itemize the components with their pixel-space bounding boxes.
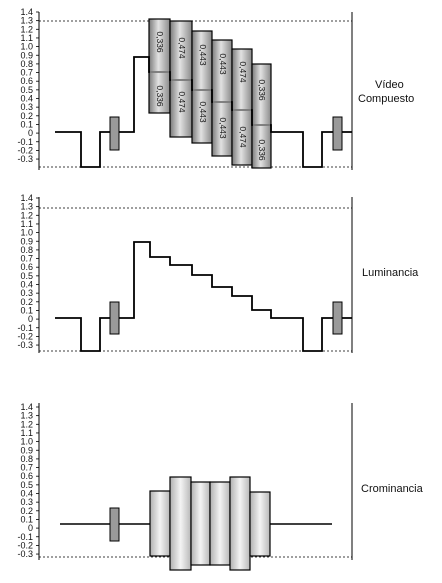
y-tick-label: 1.1 xyxy=(20,33,33,43)
y-tick-label: 0.5 xyxy=(20,85,33,95)
luma-level-marks xyxy=(150,71,270,126)
y-axis-ticks-panel-1: 1.41.31.21.11.00.90.80.70.60.50.40.30.20… xyxy=(17,7,39,164)
block-value-5-top: 0,474 xyxy=(238,61,248,83)
chroma-blocks-panel-1 xyxy=(148,18,272,169)
y-tick-label: 1.2 xyxy=(20,419,33,429)
panel-label-crominancia: Crominancia xyxy=(361,483,424,495)
panel-label-luminancia: Luminancia xyxy=(362,267,419,279)
y-tick-label: 0.9 xyxy=(20,445,33,455)
block-value-4-top: 0,443 xyxy=(218,53,228,75)
panel-video-compuesto: 1.41.31.21.11.00.90.80.70.60.50.40.30.20… xyxy=(17,7,414,170)
y-tick-label: 0.7 xyxy=(20,463,33,473)
y-tick-label: -0.3 xyxy=(17,340,33,350)
block-value-4-bottom: 0,443 xyxy=(218,117,228,139)
composite-waveform-line xyxy=(55,56,352,168)
y-tick-label: 1.3 xyxy=(20,16,33,26)
y-tick-label: 1.0 xyxy=(20,42,33,52)
y-tick-label: 1.4 xyxy=(20,7,33,17)
y-tick-label: -0.3 xyxy=(17,549,33,559)
block-value-1-bottom: 0,336 xyxy=(155,85,165,107)
y-tick-label: -0.2 xyxy=(17,145,33,155)
chroma-block-6 xyxy=(249,491,271,557)
y-tick-label: 0.3 xyxy=(20,288,33,298)
color-burst-left xyxy=(109,507,120,542)
y-tick-label: 0.6 xyxy=(20,76,33,86)
y-tick-label: 1.3 xyxy=(20,411,33,421)
y-tick-label: 1.3 xyxy=(20,202,33,212)
y-tick-label: 1.2 xyxy=(20,210,33,220)
y-tick-label: 1.1 xyxy=(20,219,33,229)
luminance-waveform-line xyxy=(55,241,352,352)
y-tick-label: 0.2 xyxy=(20,111,33,121)
panel-label-video-compuesto-line-2: Compuesto xyxy=(358,93,414,105)
y-tick-label: 1.4 xyxy=(20,193,33,203)
y-tick-label: 0.1 xyxy=(20,119,33,129)
y-tick-label: 0 xyxy=(28,314,33,324)
block-value-1-top: 0,336 xyxy=(155,31,165,53)
y-tick-label: -0.1 xyxy=(17,137,33,147)
y-tick-label: -0.2 xyxy=(17,540,33,550)
block-value-2-bottom: 0,474 xyxy=(177,91,187,113)
block-value-3-top: 0,443 xyxy=(198,44,208,66)
y-tick-label: 0.9 xyxy=(20,236,33,246)
y-tick-label: -0.1 xyxy=(17,532,33,542)
color-burst-left xyxy=(109,116,120,151)
y-tick-label: 0.8 xyxy=(20,454,33,464)
y-tick-label: 0.5 xyxy=(20,480,33,490)
block-value-2-top: 0,474 xyxy=(177,37,187,59)
y-tick-label: 1.1 xyxy=(20,428,33,438)
y-tick-label: 0.8 xyxy=(20,59,33,69)
panel-label-video-compuesto-line-1: Vídeo xyxy=(375,79,404,91)
y-tick-label: 1.0 xyxy=(20,228,33,238)
y-tick-label: 0.4 xyxy=(20,280,33,290)
y-tick-label: 0.1 xyxy=(20,305,33,315)
y-axis-ticks-panel-3: 1.41.31.21.11.00.90.80.70.60.50.40.30.20… xyxy=(17,402,39,559)
block-value-labels: 0,336 0,336 0,474 0,474 0,443 0,443 0,443 0,443… xyxy=(155,31,267,161)
block-value-6-top: 0,336 xyxy=(257,79,267,101)
y-tick-label: 0.2 xyxy=(20,506,33,516)
block-value-5-bottom: 0,474 xyxy=(238,126,248,148)
y-tick-label: 0 xyxy=(28,128,33,138)
chroma-block-2 xyxy=(169,476,192,571)
y-tick-label: 1.0 xyxy=(20,437,33,447)
y-tick-label: 0.4 xyxy=(20,94,33,104)
y-tick-label: 0.6 xyxy=(20,471,33,481)
y-tick-label: 0.9 xyxy=(20,50,33,60)
chroma-blocks-panel-3 xyxy=(149,476,271,571)
chroma-block-3 xyxy=(190,481,211,566)
color-burst-left xyxy=(109,301,120,335)
y-tick-label: 0.7 xyxy=(20,68,33,78)
color-burst-right xyxy=(332,301,343,335)
y-tick-label: 1.2 xyxy=(20,24,33,34)
y-tick-label: 0.3 xyxy=(20,102,33,112)
panel-crominancia: 1.41.31.21.11.00.90.80.70.60.50.40.30.20… xyxy=(17,402,424,571)
block-value-3-bottom: 0,443 xyxy=(198,101,208,123)
panel-luminancia: 1.41.31.21.11.00.90.80.70.60.50.40.30.20… xyxy=(17,193,419,353)
y-tick-label: 0.7 xyxy=(20,254,33,264)
y-tick-label: 1.4 xyxy=(20,402,33,412)
y-tick-label: -0.1 xyxy=(17,323,33,333)
chroma-block-5 xyxy=(229,476,251,571)
y-tick-label: 0.8 xyxy=(20,245,33,255)
chroma-block-4 xyxy=(209,481,231,566)
y-tick-label: 0.5 xyxy=(20,271,33,281)
y-tick-label: 0.2 xyxy=(20,297,33,307)
y-tick-label: 0.6 xyxy=(20,262,33,272)
color-burst-right xyxy=(332,116,343,151)
block-value-6-bottom: 0,336 xyxy=(257,139,267,161)
chroma-block-1 xyxy=(149,490,171,557)
y-tick-label: 0 xyxy=(28,523,33,533)
y-tick-label: 0.3 xyxy=(20,497,33,507)
y-tick-label: -0.3 xyxy=(17,154,33,164)
y-tick-label: 0.1 xyxy=(20,514,33,524)
y-tick-label: 0.4 xyxy=(20,489,33,499)
y-tick-label: -0.2 xyxy=(17,331,33,341)
y-axis-ticks-panel-2: 1.41.31.21.11.00.90.80.70.60.50.40.30.20… xyxy=(17,193,39,350)
